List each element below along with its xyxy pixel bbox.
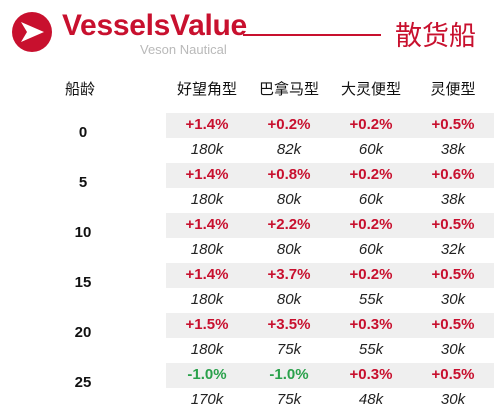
value-cell: 75k bbox=[276, 341, 302, 358]
percent-change-cell: +0.6% bbox=[431, 166, 475, 183]
value-cell: 32k bbox=[440, 241, 466, 258]
value-cell: 55k bbox=[358, 341, 384, 358]
percent-change-cell: +0.5% bbox=[431, 216, 475, 233]
table-body: +1.4% 180k +0.2% 82k +0.2% 60k +0.5% 38k +1.4% 18… bbox=[166, 110, 494, 415]
percent-change-cell: +0.2% bbox=[267, 116, 311, 133]
value-cell: 55k bbox=[358, 291, 384, 308]
percent-change-cell: +1.4% bbox=[185, 216, 229, 233]
row-band bbox=[166, 238, 494, 263]
table-row: +1.4% 180k +0.8% 80k +0.2% 60k +0.6% 38k bbox=[166, 163, 494, 213]
percent-change-cell: -1.0% bbox=[187, 366, 227, 383]
percent-change-cell: +0.5% bbox=[431, 266, 475, 283]
percent-change-cell: +0.2% bbox=[349, 266, 393, 283]
page-title: 散货船 bbox=[395, 21, 476, 52]
row-band bbox=[166, 113, 494, 138]
age-label: 20 bbox=[74, 324, 92, 341]
value-cell: 60k bbox=[358, 141, 384, 158]
value-cell: 38k bbox=[440, 191, 466, 208]
value-cell: 180k bbox=[190, 141, 224, 158]
brand-tagline: Veson Nautical bbox=[140, 42, 227, 57]
value-cell: 60k bbox=[358, 191, 384, 208]
value-cell: 30k bbox=[440, 291, 466, 308]
value-cell: 80k bbox=[276, 241, 302, 258]
column-header-handysize: 灵便型 bbox=[430, 80, 476, 98]
age-label: 5 bbox=[78, 174, 88, 191]
value-cell: 170k bbox=[190, 391, 224, 408]
row-band bbox=[166, 388, 494, 413]
value-cell: 48k bbox=[358, 391, 384, 408]
percent-change-cell: +0.2% bbox=[349, 116, 393, 133]
value-cell: 180k bbox=[190, 191, 224, 208]
percent-change-cell: +0.3% bbox=[349, 366, 393, 383]
row-band bbox=[166, 213, 494, 238]
row-band bbox=[166, 138, 494, 163]
table-row: -1.0% 170k -1.0% 75k +0.3% 48k +0.5% 30k bbox=[166, 363, 494, 413]
value-cell: 38k bbox=[440, 141, 466, 158]
percent-change-cell: +0.2% bbox=[349, 216, 393, 233]
column-header-supramax: 大灵便型 bbox=[340, 80, 401, 98]
value-cell: 180k bbox=[190, 291, 224, 308]
row-band bbox=[166, 313, 494, 338]
value-cell: 80k bbox=[276, 291, 302, 308]
value-cell: 180k bbox=[190, 241, 224, 258]
percent-change-cell: +1.4% bbox=[185, 166, 229, 183]
table-row: +1.4% 180k +2.2% 80k +0.2% 60k +0.5% 32k bbox=[166, 213, 494, 263]
row-band bbox=[166, 288, 494, 313]
row-band bbox=[166, 188, 494, 213]
percent-change-cell: +0.8% bbox=[267, 166, 311, 183]
row-band bbox=[166, 163, 494, 188]
percent-change-cell: +0.3% bbox=[349, 316, 393, 333]
percent-change-cell: +0.5% bbox=[431, 116, 475, 133]
age-label: 25 bbox=[74, 374, 92, 391]
header-divider bbox=[243, 34, 381, 36]
value-cell: 30k bbox=[440, 341, 466, 358]
value-cell: 82k bbox=[276, 141, 302, 158]
vesselsvalue-logo-icon bbox=[12, 12, 52, 52]
age-label: 15 bbox=[74, 274, 92, 291]
percent-change-cell: +2.2% bbox=[267, 216, 311, 233]
table-row: +1.4% 180k +0.2% 82k +0.2% 60k +0.5% 38k bbox=[166, 113, 494, 163]
table-header-row: 船龄 好望角型 巴拿马型 大灵便型 灵便型 bbox=[0, 70, 500, 110]
value-cell: 80k bbox=[276, 191, 302, 208]
percent-change-cell: +3.7% bbox=[267, 266, 311, 283]
row-band bbox=[166, 263, 494, 288]
percent-change-cell: -1.0% bbox=[269, 366, 309, 383]
value-cell: 180k bbox=[190, 341, 224, 358]
column-header-panamax: 巴拿马型 bbox=[258, 80, 319, 98]
age-column-header: 船龄 bbox=[64, 80, 95, 98]
row-band bbox=[166, 338, 494, 363]
age-label: 10 bbox=[74, 224, 92, 241]
percent-change-cell: +1.4% bbox=[185, 116, 229, 133]
value-cell: 30k bbox=[440, 391, 466, 408]
age-label: 0 bbox=[78, 124, 88, 141]
percent-change-cell: +3.5% bbox=[267, 316, 311, 333]
table-row: +1.5% 180k +3.5% 75k +0.3% 55k +0.5% 30k bbox=[166, 313, 494, 363]
percent-change-cell: +1.4% bbox=[185, 266, 229, 283]
value-cell: 60k bbox=[358, 241, 384, 258]
column-header-capesize: 好望角型 bbox=[176, 80, 237, 98]
percent-change-cell: +0.5% bbox=[431, 366, 475, 383]
percent-change-cell: +0.2% bbox=[349, 166, 393, 183]
value-cell: 75k bbox=[276, 391, 302, 408]
brand-name: VesselsValue bbox=[62, 9, 247, 42]
row-band bbox=[166, 363, 494, 388]
percent-change-cell: +1.5% bbox=[185, 316, 229, 333]
table-row: +1.4% 180k +3.7% 80k +0.2% 55k +0.5% 30k bbox=[166, 263, 494, 313]
header: VesselsValue Veson Nautical 散货船 bbox=[0, 0, 500, 70]
percent-change-cell: +0.5% bbox=[431, 316, 475, 333]
